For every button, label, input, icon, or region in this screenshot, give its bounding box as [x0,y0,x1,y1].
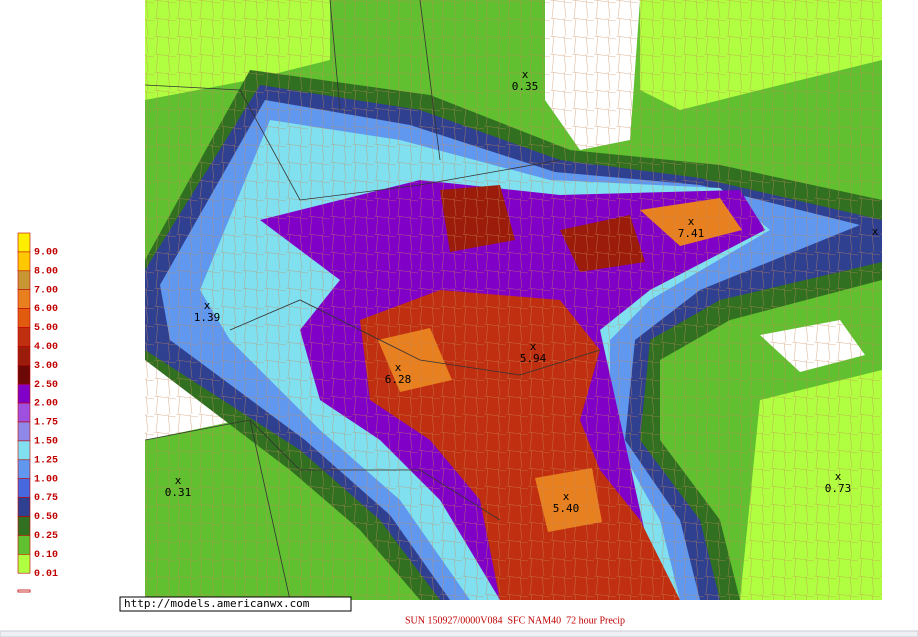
legend-label: 1.25 [34,455,58,466]
legend-label: 3.00 [34,361,58,372]
legend-label: 0.10 [34,550,58,561]
legend-swatch [17,346,31,366]
legend-label: 5.00 [34,323,58,334]
legend-label: 2.50 [34,380,58,391]
legend-label: 0.75 [34,493,58,504]
point-marker: x [395,361,402,374]
legend-label: 4.00 [34,342,58,353]
precip-map [145,0,882,600]
legend-swatch [17,421,31,442]
legend-swatch [17,553,31,574]
point-marker: x [204,299,211,312]
source-url: http://models.americanwx.com [124,597,310,610]
legend-label: 0.01 [34,569,58,580]
point-value: 1.39 [194,311,221,324]
point-value: 7.41 [678,227,705,240]
point-marker: x [522,68,529,81]
point-value: 6.28 [385,373,412,386]
url-box [119,596,352,612]
legend-label: 7.00 [34,285,58,296]
legend-swatch [17,402,31,423]
point-marker: x [175,474,182,487]
legend-swatch [17,251,31,272]
legend-swatch [17,440,31,461]
point-marker: x [835,470,842,483]
legend-label: 2.00 [34,399,58,410]
legend-label: 0.50 [34,512,58,523]
legend-base [17,589,31,593]
point-value: 0.35 [512,80,539,93]
legend-swatch [17,232,31,253]
point-value: 5.94 [520,352,547,365]
point-value: 0.73 [825,482,852,495]
legend-label: 1.00 [34,474,58,485]
legend-swatch [17,459,31,479]
legend-swatch [17,497,31,517]
point-value: 5.40 [553,502,580,515]
legend-label: 1.75 [34,418,58,429]
legend-label: 9.00 [34,248,58,259]
point-value: 0.31 [165,486,192,499]
point-marker: x [688,215,695,228]
point-marker: x [563,490,570,503]
caption: SUN 150927/0000V084 SFC NAM40 72 hour Pr… [405,615,625,626]
status-strip [0,630,918,637]
point-marker: x [872,225,879,238]
legend-swatch [17,289,31,309]
legend-label: 0.25 [34,531,58,542]
legend-label: 1.50 [34,437,58,448]
legend-swatch [17,270,31,290]
legend-swatch [17,327,31,347]
legend-swatch [17,535,31,555]
legend-swatch [17,364,31,385]
legend-swatch [17,383,31,404]
legend-swatch [17,478,31,498]
legend-swatch [17,308,31,328]
legend-label: 6.00 [34,304,58,315]
legend-swatch [17,516,31,536]
legend-label: 8.00 [34,266,58,277]
point-marker: x [530,340,537,353]
